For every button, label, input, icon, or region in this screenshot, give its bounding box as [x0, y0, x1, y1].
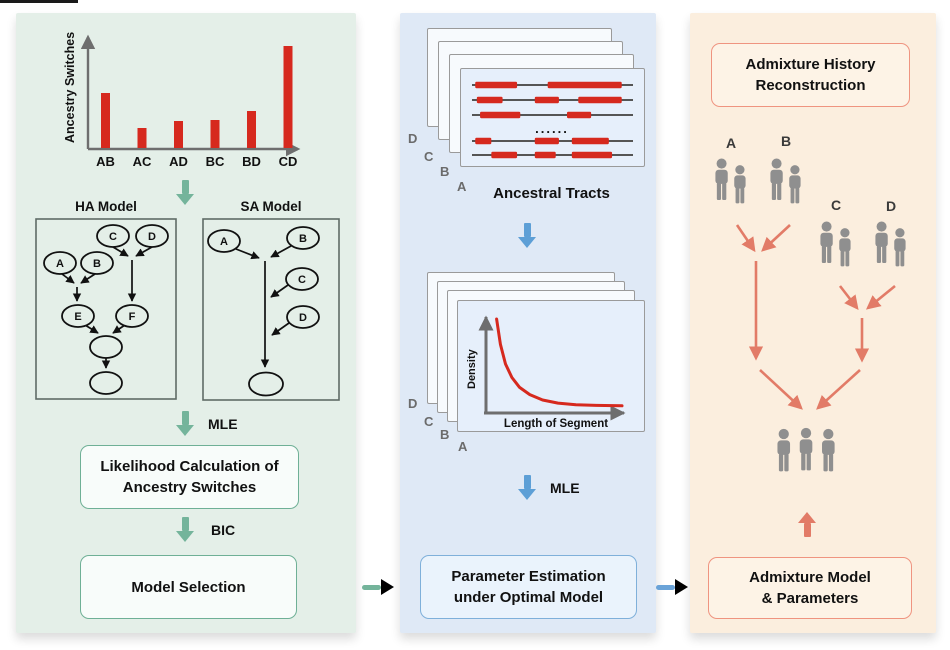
ha-model: HA Model — [35, 199, 177, 400]
svg-text:C: C — [298, 274, 306, 286]
tick-AC: AC — [133, 154, 152, 169]
admixture-tree-arrows — [735, 224, 896, 410]
density-plot: Density Length of Segment — [466, 315, 626, 430]
mle-label-middle: MLE — [550, 480, 580, 496]
stack1-label-d: D — [408, 131, 418, 146]
arrow-ab-to-admixed — [759, 369, 803, 410]
stack1-label-c: C — [424, 149, 434, 164]
svg-text:D: D — [148, 231, 156, 243]
ancestral-tract-segment — [491, 151, 518, 159]
population-label-b: B — [780, 133, 792, 149]
stack2-label-c: C — [424, 414, 434, 429]
svg-text:D: D — [299, 312, 307, 324]
sa-model: SA Model A B C D — [202, 199, 340, 401]
arrow-cd-to-admixed — [816, 369, 861, 410]
bic-label: BIC — [211, 522, 236, 538]
down-arrow-to-models — [176, 180, 194, 205]
stack2-label-b: B — [440, 427, 450, 442]
svg-text:F: F — [129, 311, 136, 323]
bar-series: AB AC AD BC BD CD — [96, 46, 297, 169]
admixture-history-panel: Admixture History Reconstruction A B C D — [690, 13, 936, 633]
admixture-history-box: Admixture History Reconstruction — [711, 43, 910, 107]
svg-text:B: B — [299, 233, 307, 245]
svg-text:E: E — [74, 311, 81, 323]
ancestral-tracts-caption: Ancestral Tracts — [493, 185, 610, 202]
density-xlabel: Length of Segment — [504, 418, 608, 430]
arrow-d-to-merge — [865, 284, 896, 310]
bar-CD — [283, 46, 293, 148]
ancestral-tract-segment — [534, 137, 559, 145]
down-arrow-to-density — [518, 223, 536, 248]
bar-AD — [174, 121, 183, 148]
tick-BC: BC — [206, 154, 225, 169]
population-label-c: C — [830, 197, 842, 213]
population-label-d: D — [885, 198, 897, 214]
ha-root-node — [89, 371, 123, 395]
ha-internal-node — [89, 335, 123, 359]
arrow-c-to-merge — [838, 285, 859, 311]
svg-text:A: A — [56, 258, 64, 270]
likelihood-calculation-box: Likelihood Calculation of Ancestry Switc… — [80, 445, 299, 509]
stack1-label-b: B — [440, 164, 450, 179]
tick-CD: CD — [279, 154, 298, 169]
bar-AB — [101, 93, 110, 148]
population-label-a: A — [725, 135, 737, 151]
arrow-a-to-merge — [735, 224, 756, 253]
ancestral-tract-segment — [480, 111, 521, 119]
tracts-ellipsis: ...... — [535, 121, 569, 136]
tick-AB: AB — [96, 154, 115, 169]
mle-arrow-left — [176, 411, 194, 436]
admixture-model-box: Admixture Model & Parameters — [708, 557, 912, 619]
density-card-front: Density Length of Segment — [457, 300, 645, 432]
svg-text:B: B — [93, 258, 101, 270]
parameter-estimation-box: Parameter Estimation under Optimal Model — [420, 555, 637, 619]
y-axis-label: Ancestry Switches — [63, 32, 77, 143]
sa-model-tree: A B C D — [202, 218, 340, 401]
svg-text:C: C — [109, 231, 117, 243]
density-ylabel: Density — [466, 348, 478, 389]
tick-AD: AD — [169, 154, 188, 169]
sa-root-node — [248, 371, 284, 397]
ha-model-tree: A B C D E F — [35, 218, 177, 400]
screenshot-edge-artifact — [0, 0, 78, 3]
bar-BC — [210, 120, 220, 148]
ha-model-title: HA Model — [75, 199, 137, 214]
bar-BD — [247, 111, 256, 148]
ancestral-tract-segment — [571, 151, 613, 159]
density-curve — [495, 317, 624, 408]
ancestral-tract-segment — [547, 81, 622, 89]
tick-BD: BD — [242, 154, 261, 169]
model-selection-box: Model Selection — [80, 555, 297, 619]
ancestral-tract-segment — [475, 81, 518, 89]
ancestry-switches-bar-chart: Ancestry Switches AB AC AD BC BD CD — [63, 32, 301, 169]
parameter-estimation-panel: ...... D C B A Ancestral Tracts Density … — [400, 13, 656, 633]
panel-connector-arrow-2 — [656, 579, 688, 595]
admixed-population-group person-trio-icon — [777, 427, 835, 472]
model-selection-panel: Ancestry Switches AB AC AD BC BD CD HA Model — [16, 13, 356, 633]
ancestral-tract-segment — [534, 151, 556, 159]
panel-connector-arrow-1 — [362, 579, 394, 595]
ancestral-tracts-plot: ...... — [472, 81, 633, 159]
bar-AC — [137, 128, 147, 148]
ancestral-tract-segment — [571, 137, 609, 145]
mle-label-left: MLE — [208, 416, 238, 432]
ancestral-tract-segment — [534, 96, 559, 104]
arrow-b-to-merge — [761, 224, 791, 252]
bic-arrow — [176, 517, 194, 542]
sa-model-title: SA Model — [240, 199, 302, 214]
up-arrow-to-model-box — [798, 512, 816, 537]
ancestral-tract-segment — [475, 137, 492, 145]
stack2-label-a: A — [458, 439, 468, 454]
stack2-label-d: D — [408, 396, 418, 411]
ancestral-tract-segment — [566, 111, 592, 119]
svg-text:A: A — [220, 236, 228, 248]
ancestral-tract-segment — [476, 96, 503, 104]
mle-arrow-middle — [518, 475, 536, 500]
ancestral-tract-segment — [578, 96, 622, 104]
stack1-label-a: A — [457, 179, 467, 194]
tract-card-front: ...... — [460, 68, 645, 167]
